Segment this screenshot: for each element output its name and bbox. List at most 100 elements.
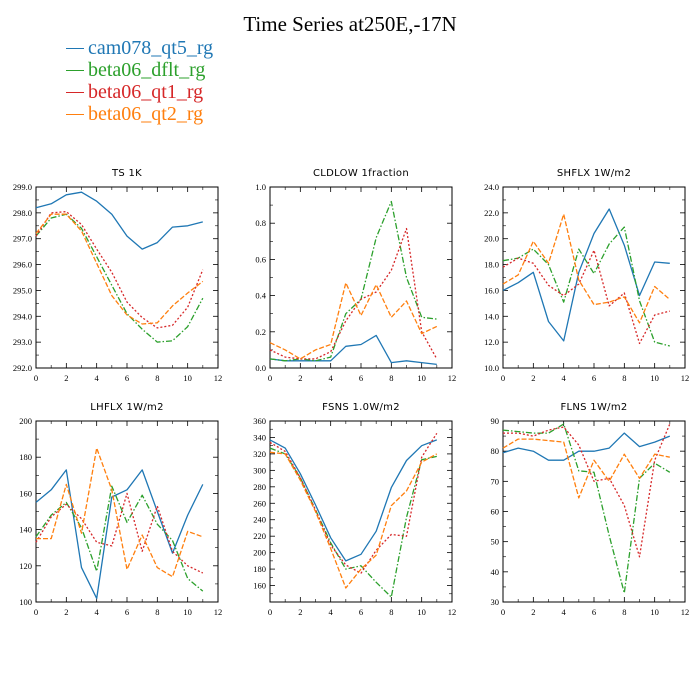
series-line-cam078_qt5_rg [502,432,671,461]
x-tick-label: 4 [95,607,100,617]
y-tick-label: 294.0 [13,311,32,321]
series-line-cam078_qt5_rg [35,469,204,600]
series-line-beta06_qt1_rg [269,432,438,574]
y-tick-label: 180 [19,452,32,462]
y-tick-label: 70 [491,476,500,486]
x-tick-label: 6 [592,373,596,383]
panel-title: LHFLX 1W/m2 [90,402,163,413]
series-line-beta06_qt1_rg [503,423,671,558]
y-tick-label: 220 [253,531,266,541]
series-line-beta06_dflt_rg [35,485,204,592]
y-tick-label: 296.0 [13,260,32,270]
panel-title: FSNS 1.0W/m2 [322,402,400,413]
x-tick-label: 2 [64,607,68,617]
y-tick-label: 14.0 [484,311,499,321]
y-tick-label: 320 [253,449,266,459]
y-tick-label: 60 [491,507,500,517]
legend-label: cam078_qt5_rg [88,37,214,59]
figure-title: Time Series at250E,-17N [243,12,457,36]
x-tick-label: 10 [417,607,426,617]
legend-swatch [66,70,84,71]
y-tick-label: 24.0 [484,182,499,192]
y-tick-label: 280 [253,482,266,492]
x-tick-label: 2 [531,607,535,617]
x-tick-label: 12 [214,373,223,383]
plot-frame [35,420,219,603]
x-tick-label: 4 [562,607,567,617]
x-tick-label: 10 [650,373,659,383]
x-tick-label: 2 [64,373,68,383]
x-tick-label: 4 [562,373,567,383]
x-tick-label: 0 [501,607,505,617]
y-tick-label: 0.0 [255,363,266,373]
y-tick-label: 200 [253,548,266,558]
x-tick-label: 8 [622,607,626,617]
y-tick-label: 0.2 [255,327,266,337]
legend-label: beta06_dflt_rg [88,59,206,81]
x-tick-label: 4 [329,373,334,383]
y-tick-label: 140 [19,525,32,535]
x-tick-label: 4 [329,607,334,617]
legend-swatch [66,92,84,93]
x-tick-label: 8 [389,607,393,617]
y-tick-label: 18.0 [484,260,499,270]
series-line-beta06_dflt_rg [502,226,670,347]
plot-frame [502,420,686,603]
chart-panel: LHFLX 1W/m2 0 2 4 6 8 10 12 100 120 140 160 180 200 [19,402,222,617]
y-tick-label: 298.0 [13,208,32,218]
x-tick-label: 2 [298,373,302,383]
y-tick-label: 260 [253,498,266,508]
panel-title: CLDLOW 1fraction [313,168,409,179]
y-tick-label: 16.0 [484,285,499,295]
x-tick-label: 2 [531,373,535,383]
y-tick-label: 293.0 [13,337,32,347]
y-tick-label: 180 [253,564,266,574]
x-tick-label: 0 [268,373,272,383]
series-line-beta06_qt2_rg [36,447,204,578]
x-tick-label: 4 [95,373,100,383]
series-line-beta06_dflt_rg [269,447,437,598]
panel-title: TS 1K [111,168,142,179]
legend-label: beta06_qt2_rg [88,103,204,125]
y-tick-label: 40 [491,567,500,577]
legend-swatch [66,48,84,49]
x-tick-label: 0 [268,607,272,617]
series-line-beta06_qt2_rg [502,213,671,324]
y-tick-label: 90 [491,416,500,426]
x-tick-label: 8 [155,607,159,617]
legend-label: beta06_qt1_rg [88,81,204,103]
series-line-beta06_qt2_rg [502,438,670,499]
chart-panel: SHFLX 1W/m2 0 2 4 6 8 10 12 10.0 12.0 14.0 16.0 18.0… [484,168,689,383]
x-tick-label: 10 [183,607,192,617]
x-tick-label: 12 [681,607,690,617]
y-tick-label: 360 [253,416,266,426]
panel-title: FLNS 1W/m2 [560,402,627,413]
y-tick-label: 297.0 [13,234,32,244]
chart-panel: FLNS 1W/m2 0 2 4 6 8 10 12 30 40 50 60 70 80 90 [491,402,690,617]
chart-panel: CLDLOW 1fraction 0 2 4 6 8 10 12 0.0 0.2 0.4 0.6 0.8… [255,168,456,383]
y-tick-label: 160 [19,488,32,498]
y-tick-label: 22.0 [484,208,499,218]
series-line-beta06_qt1_rg [35,210,204,329]
x-tick-label: 2 [298,607,302,617]
series-line-beta06_qt2_rg [35,213,204,325]
x-tick-label: 0 [34,607,38,617]
series-line-beta06_qt2_rg [269,282,438,360]
x-tick-label: 6 [592,607,596,617]
series-line-cam078_qt5_rg [35,191,203,250]
series-line-beta06_qt1_rg [269,227,438,360]
y-tick-label: 0.6 [255,254,266,264]
x-tick-label: 6 [359,373,363,383]
y-tick-label: 12.0 [484,337,499,347]
x-tick-label: 6 [359,607,363,617]
x-tick-label: 0 [501,373,505,383]
y-tick-label: 300 [253,465,266,475]
y-tick-label: 20.0 [484,234,499,244]
plot-frame [269,186,453,369]
y-tick-label: 0.4 [255,291,266,301]
y-tick-label: 100 [19,597,32,607]
y-tick-label: 30 [491,597,500,607]
y-tick-label: 160 [253,581,266,591]
x-tick-label: 12 [448,607,457,617]
series-line-cam078_qt5_rg [269,334,437,366]
